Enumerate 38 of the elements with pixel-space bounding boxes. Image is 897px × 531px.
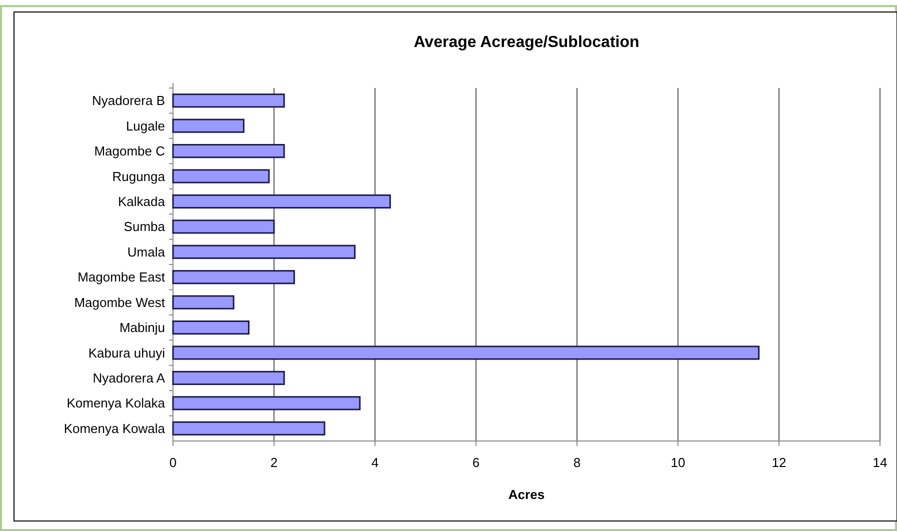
x-axis-title: Acres [508, 487, 545, 502]
bar [172, 94, 285, 108]
y-tick-label: Magombe C [94, 144, 165, 159]
x-tick-label: 10 [670, 455, 686, 470]
x-tick-label: 8 [573, 455, 581, 470]
bar [172, 370, 285, 386]
bar [172, 270, 295, 284]
y-tick-label: Komenya Kolaka [66, 396, 166, 411]
bar [172, 396, 361, 410]
y-tick-label: Sumba [124, 219, 166, 234]
y-tick-label: Nyadorera A [92, 370, 166, 386]
bar [172, 421, 326, 436]
y-tick-label: Nyadorera B [92, 93, 165, 108]
bar [172, 144, 285, 158]
x-tick-label: 6 [472, 455, 480, 470]
y-tick-label: Kabura uhuyi [88, 345, 166, 360]
bar [172, 169, 270, 184]
y-tick-label: Rugunga [112, 168, 166, 184]
bar [172, 194, 391, 209]
y-tick-label: Mabinju [119, 320, 165, 336]
x-tick-label: 2 [270, 455, 278, 470]
y-tick-label: Kalkada [118, 194, 166, 210]
bar [172, 295, 234, 310]
bar [172, 220, 275, 234]
y-tick-label: Komenya Kowala [64, 420, 166, 436]
y-tick-label: Umala [127, 244, 166, 260]
x-tick-label: 14 [872, 455, 888, 470]
chart-title: Average Acreage/Sublocation [414, 34, 640, 51]
x-tick-label: 0 [169, 455, 177, 470]
x-tick-label: 4 [371, 455, 379, 470]
y-tick-label: Magombe East [78, 270, 166, 285]
y-tick-label: Lugale [126, 118, 165, 134]
bar [172, 118, 244, 133]
x-tick-label: 12 [772, 455, 786, 470]
bar [172, 244, 356, 259]
y-tick-label: Magombe West [74, 294, 166, 310]
bar [172, 320, 250, 335]
bar [172, 346, 760, 360]
